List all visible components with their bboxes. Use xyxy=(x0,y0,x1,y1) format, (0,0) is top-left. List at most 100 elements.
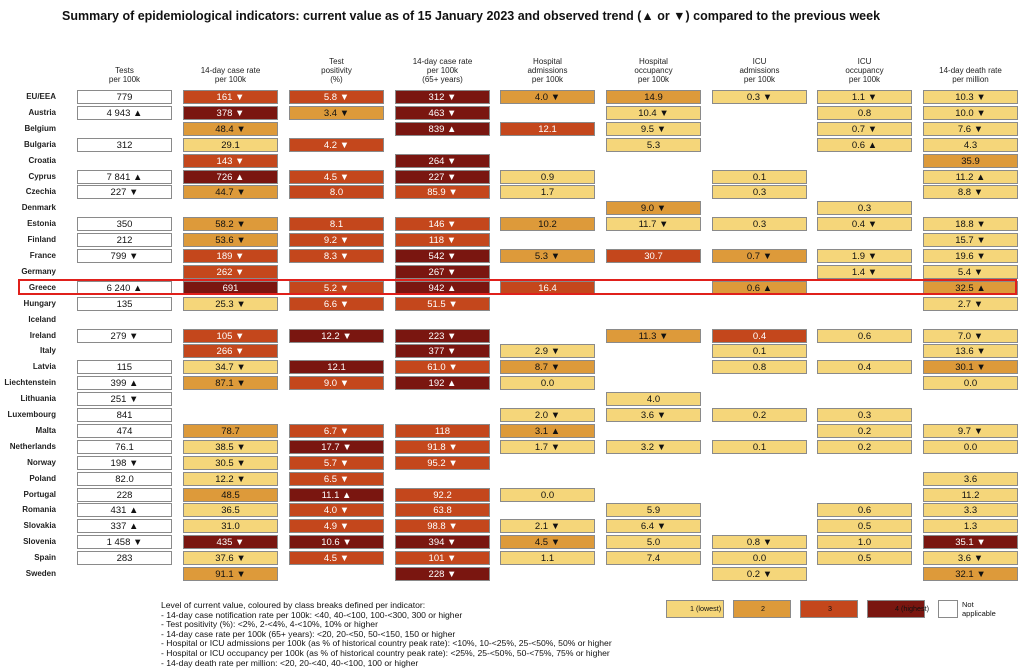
table-cell: 2.7 ▼ xyxy=(923,296,1018,311)
table-cell: 0.0 xyxy=(712,551,807,566)
table-cell: 283 xyxy=(77,551,172,566)
table-cell: 34.7 ▼ xyxy=(183,360,278,375)
legend-key-label: 2 xyxy=(761,604,765,613)
legend-line: - 14-day death rate per million: <20, 20… xyxy=(161,657,419,668)
column-header: Tests per 100k xyxy=(108,66,141,84)
table-cell: 0.8 xyxy=(817,105,912,120)
table-cell: 0.3 xyxy=(817,201,912,216)
table-cell: 841 xyxy=(77,408,172,422)
table-cell: 7.6 ▼ xyxy=(923,121,1018,136)
row-label-luxembourg: Luxembourg xyxy=(7,410,56,419)
table-cell: 63.8 xyxy=(395,503,490,518)
table-cell: 58.2 ▼ xyxy=(183,217,278,232)
table-cell: 0.4 ▼ xyxy=(817,217,912,232)
table-cell: 101 ▼ xyxy=(395,551,490,566)
table-cell: 61.0 ▼ xyxy=(395,360,490,375)
table-cell: 11.3 ▼ xyxy=(606,328,701,343)
column-header: 14-day death rate per million xyxy=(939,66,1002,84)
table-cell: 264 ▼ xyxy=(395,153,490,168)
table-cell: 8.7 ▼ xyxy=(500,360,595,375)
row-label-latvia: Latvia xyxy=(32,362,56,372)
table-cell: 9.2 ▼ xyxy=(289,233,384,248)
table-cell: 0.1 xyxy=(712,169,807,184)
table-cell: 9.7 ▼ xyxy=(923,423,1018,438)
table-cell: 0.7 ▼ xyxy=(712,249,807,263)
table-cell: 279 ▼ xyxy=(77,328,172,343)
table-cell: 4.0 xyxy=(606,392,701,407)
table-cell: 35.9 xyxy=(923,153,1018,168)
table-cell: 212 xyxy=(77,233,172,248)
column-header: 14-day case rate per 100k xyxy=(200,66,261,84)
legend-key-3: 3 xyxy=(800,600,862,618)
row-label-cyprus: Cyprus xyxy=(28,171,56,181)
table-cell: 3.6 ▼ xyxy=(923,551,1018,566)
column-header: Test positivity (%) xyxy=(321,57,352,84)
column-header: ICU admissions per 100k xyxy=(739,57,780,84)
row-label-sweden: Sweden xyxy=(25,569,56,578)
table-cell: 267 ▼ xyxy=(395,264,490,279)
row-label-eu-eea: EU/EEA xyxy=(26,92,56,101)
table-cell: 11.1 ▲ xyxy=(289,487,384,502)
table-cell: 105 ▼ xyxy=(183,328,278,343)
row-label-spain: Spain xyxy=(34,553,56,563)
row-label-croatia: Croatia xyxy=(28,155,56,165)
table-cell: 14.9 xyxy=(606,90,701,104)
table-cell: 4.5 ▼ xyxy=(500,535,595,550)
table-cell: 3.6 xyxy=(923,471,1018,486)
table-cell: 312 ▼ xyxy=(395,90,490,104)
table-cell: 118 ▼ xyxy=(395,233,490,248)
table-cell: 78.7 xyxy=(183,423,278,438)
table-cell: 0.2 xyxy=(712,408,807,422)
row-label-lithuania: Lithuania xyxy=(20,394,56,404)
table-cell: 32.5 ▲ xyxy=(923,280,1018,295)
table-cell: 10.2 xyxy=(500,217,595,232)
table-cell: 135 xyxy=(77,296,172,311)
row-label-poland: Poland xyxy=(29,473,56,483)
table-cell: 85.9 ▼ xyxy=(395,185,490,200)
table-cell: 48.4 ▼ xyxy=(183,121,278,136)
table-cell: 1.3 xyxy=(923,519,1018,534)
table-cell: 11.2 xyxy=(923,487,1018,502)
legend-key-label: 4 (highest) xyxy=(895,604,929,613)
table-cell: 0.4 xyxy=(817,360,912,375)
table-cell: 10.6 ▼ xyxy=(289,535,384,550)
table-cell: 5.8 ▼ xyxy=(289,90,384,104)
table-cell: 12.2 ▼ xyxy=(289,328,384,343)
table-cell: 2.0 ▼ xyxy=(500,408,595,422)
table-cell: 6.6 ▼ xyxy=(289,296,384,311)
legend-line: - Hospital or ICU admissions per 100k (a… xyxy=(161,638,612,649)
table-cell: 942 ▲ xyxy=(395,280,490,295)
table-cell: 474 xyxy=(77,423,172,438)
table-cell: 377 ▼ xyxy=(395,344,490,359)
table-cell: 48.5 xyxy=(183,487,278,502)
table-cell: 5.2 ▼ xyxy=(289,280,384,295)
table-cell: 17.7 ▼ xyxy=(289,439,384,454)
table-cell: 98.8 ▼ xyxy=(395,519,490,534)
table-cell: 15.7 ▼ xyxy=(923,233,1018,248)
table-cell: 3.1 ▲ xyxy=(500,423,595,438)
table-cell: 542 ▼ xyxy=(395,249,490,263)
table-cell: 691 xyxy=(183,280,278,295)
table-cell: 1.1 ▼ xyxy=(817,90,912,104)
column-header: 14-day case rate per 100k (65+ years) xyxy=(412,57,473,84)
table-cell: 228 xyxy=(77,487,172,502)
legend-key-4: 4 (highest) xyxy=(867,600,929,618)
table-cell: 31.0 xyxy=(183,519,278,534)
table-cell: 1.4 ▼ xyxy=(817,264,912,279)
table-cell: 5.3 ▼ xyxy=(500,249,595,263)
row-label-bulgaria: Bulgaria xyxy=(23,139,56,149)
table-cell: 4.2 ▼ xyxy=(289,137,384,152)
table-cell: 7 841 ▲ xyxy=(77,169,172,184)
table-cell: 5.9 xyxy=(606,503,701,518)
table-cell: 839 ▲ xyxy=(395,121,490,136)
table-cell: 10.4 ▼ xyxy=(606,105,701,120)
table-cell: 30.7 xyxy=(606,249,701,263)
table-cell: 3.4 ▼ xyxy=(289,105,384,120)
row-label-greece: Greece xyxy=(28,282,56,292)
table-cell: 91.1 ▼ xyxy=(183,567,278,581)
table-cell: 0.3 xyxy=(817,408,912,422)
table-cell: 4.0 ▼ xyxy=(289,503,384,518)
table-cell: 53.6 ▼ xyxy=(183,233,278,248)
table-cell: 198 ▼ xyxy=(77,455,172,470)
table-cell: 0.3 ▼ xyxy=(712,90,807,104)
